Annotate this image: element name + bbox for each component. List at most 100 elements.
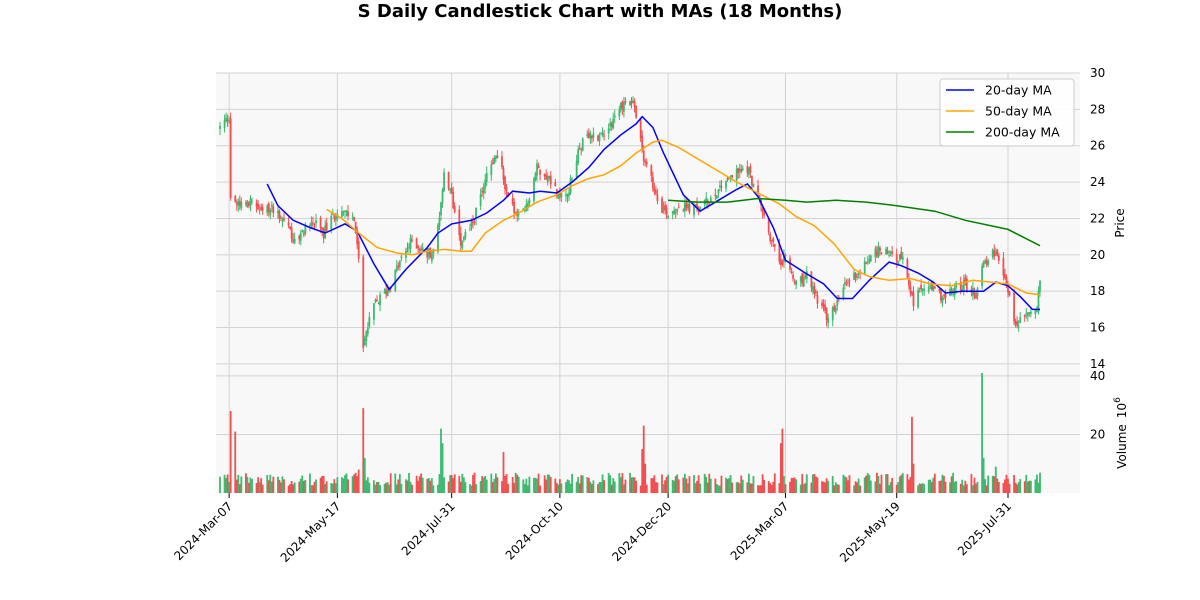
volume-bar <box>472 474 474 493</box>
price-tick-label: 30 <box>1090 66 1105 80</box>
candle-body <box>857 273 860 275</box>
volume-bar <box>406 480 409 493</box>
candle-body <box>334 216 337 221</box>
candle-body <box>546 176 549 183</box>
candle-body <box>438 217 441 227</box>
volume-bar <box>618 472 621 493</box>
candle-body <box>665 207 668 216</box>
volume-bar <box>923 484 926 493</box>
candle-body <box>462 237 465 241</box>
candle-body <box>377 302 380 304</box>
volume-bar <box>395 484 398 493</box>
candle-body <box>964 277 967 282</box>
candle-body <box>356 232 359 245</box>
candle-body <box>994 251 997 255</box>
volume-bar <box>693 475 695 493</box>
candle-body <box>772 238 775 242</box>
volume-bar <box>1013 475 1015 493</box>
volume-bar <box>571 473 573 493</box>
volume-bar <box>996 478 999 493</box>
volume-bar <box>546 474 549 493</box>
volume-bar <box>496 477 499 493</box>
price-tick-label: 24 <box>1090 175 1105 189</box>
candle-body <box>277 211 279 214</box>
candle-body <box>287 222 290 226</box>
volume-bar <box>389 473 392 493</box>
candle-body <box>673 209 676 215</box>
candle-body <box>792 274 794 279</box>
volume-bar <box>1014 482 1017 493</box>
volume-bar <box>1008 483 1011 493</box>
candle-body <box>833 305 836 311</box>
volume-bar <box>655 481 657 493</box>
candle-body <box>485 172 488 182</box>
ma-line-200-day-ma <box>668 197 1041 247</box>
volume-bar <box>1039 472 1041 493</box>
volume-bar <box>557 484 560 493</box>
volume-bar <box>365 480 368 493</box>
candle-body <box>642 150 645 162</box>
volume-bar <box>449 475 452 493</box>
volume-bar <box>720 475 723 493</box>
volume-bar <box>726 479 729 493</box>
candle-body <box>237 201 240 207</box>
candle-body <box>687 203 689 209</box>
volume-bar <box>400 483 403 493</box>
candle-body <box>917 290 919 308</box>
volume-bar <box>970 474 973 493</box>
candle-body <box>705 197 708 202</box>
volume-bar <box>258 481 261 493</box>
volume-bar <box>854 481 857 493</box>
candle-body <box>261 207 264 211</box>
candle-body <box>940 288 942 301</box>
volume-bar <box>437 484 439 493</box>
volume-bar <box>635 480 637 493</box>
candle-body <box>740 168 743 172</box>
candle-body <box>586 134 589 137</box>
volume-bar <box>815 476 817 493</box>
candle-body <box>251 201 253 203</box>
candle-body <box>1014 321 1017 324</box>
volume-bar <box>784 484 787 493</box>
candle-body <box>848 280 851 282</box>
volume-bar <box>429 480 432 493</box>
volume-bar <box>623 484 625 493</box>
volume-bar <box>441 443 444 493</box>
candle-body <box>597 135 599 141</box>
volume-bar <box>993 476 996 493</box>
candle-body <box>908 279 910 286</box>
volume-bar <box>898 476 901 493</box>
volume-bar <box>885 474 887 493</box>
candle-body <box>1013 293 1015 322</box>
volume-bar <box>226 474 229 493</box>
volume-bar <box>795 479 798 493</box>
volume-bar <box>917 485 919 493</box>
volume-bar <box>322 476 325 493</box>
candle-body <box>472 221 474 223</box>
candle-body <box>507 192 509 197</box>
candle-body <box>879 247 881 251</box>
volume-bar <box>565 482 567 493</box>
volume-bar <box>539 485 541 493</box>
volume-bar <box>802 484 805 493</box>
candle-body <box>664 204 666 210</box>
volume-bar <box>1026 481 1029 493</box>
candle-body <box>464 231 467 238</box>
candle-body <box>240 201 243 209</box>
volume-bar <box>909 477 912 493</box>
x-tick-label: 2025-Mar-07 <box>728 499 792 563</box>
candle-body <box>587 132 590 139</box>
volume-bar <box>876 472 878 493</box>
candle-body <box>225 117 227 122</box>
candle-body <box>342 211 345 213</box>
candle-body <box>272 206 275 213</box>
volume-bar <box>575 481 578 493</box>
volume-bar <box>779 443 782 493</box>
volume-bar <box>650 478 653 493</box>
candle-body <box>621 101 624 109</box>
candle-body <box>441 189 444 203</box>
volume-bar <box>630 477 633 493</box>
candle-body <box>747 168 750 175</box>
volume-bar <box>516 474 519 493</box>
candle-body <box>810 271 813 288</box>
